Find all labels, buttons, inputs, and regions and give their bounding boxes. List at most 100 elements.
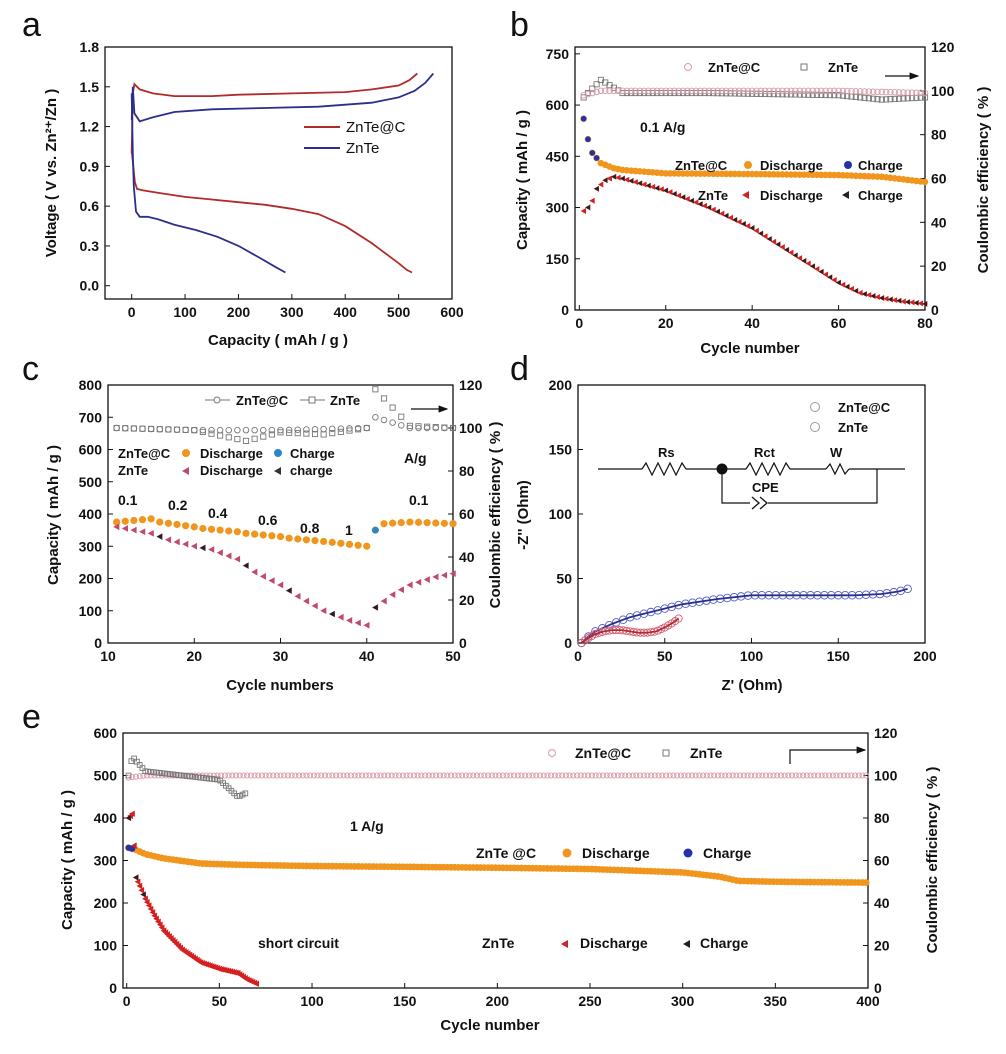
znte-discharge-point [883, 295, 889, 302]
x-tick-label: 20 [186, 648, 202, 664]
legend-marker-discharge-znte-c [744, 161, 752, 169]
y-tick-label: 0 [94, 635, 102, 651]
znte-charge-point [775, 241, 781, 247]
znte-ce-point [874, 96, 881, 103]
panel-c-frame [107, 384, 454, 644]
znte-discharge-point [134, 878, 141, 885]
panel-e-ce-arrow [789, 746, 867, 764]
znte-c-ce-point [139, 425, 146, 432]
x-tick-label: 50 [445, 648, 461, 664]
znte-c-ce-point [536, 772, 544, 779]
x-tick-label: 50 [657, 648, 673, 664]
znte-discharge-point [253, 980, 259, 987]
znte-c-discharge-point [113, 518, 121, 526]
panel-c-xlabel: Cycle numbers [226, 677, 334, 694]
znte-ce-point [921, 94, 929, 101]
znte-c-ce-point [398, 422, 405, 429]
y-tick-label: 600 [546, 97, 570, 113]
znte-c-discharge-point [363, 542, 371, 550]
panel-c-rate-2: 0.2 [168, 497, 188, 513]
znte-c-discharge-point [182, 522, 190, 530]
znte-c-ce-point [121, 424, 129, 432]
legend-marker-charge-znte [274, 467, 281, 475]
znte-ce-point [900, 95, 907, 102]
znte-discharge-point [397, 586, 404, 594]
znte-c-ce-point [677, 772, 684, 779]
znte-discharge-point [173, 538, 180, 546]
y-tick-label: 300 [79, 538, 103, 554]
znte-c-ce-point [809, 87, 816, 95]
znte-discharge-point [692, 199, 699, 206]
znte-charge-point [879, 295, 884, 301]
znte-charge-point [680, 194, 686, 200]
znte-c-ce-point [459, 772, 466, 779]
znte-charge-point [156, 533, 163, 540]
panel-c-rate-4: 0.6 [258, 512, 278, 528]
znte-c-ce-point [805, 87, 812, 95]
znte-c-discharge-point [440, 519, 448, 527]
x-tick-label: 100 [300, 993, 324, 1009]
znte-discharge-point [156, 921, 163, 928]
znte-c-ce-point [422, 772, 429, 779]
znte-c-discharge-point [268, 532, 276, 540]
legend-marker-discharge-znte [182, 467, 189, 475]
znte-discharge-point [113, 523, 120, 531]
znte-c-discharge-point [449, 520, 457, 528]
znte-discharge-point [597, 181, 604, 188]
x-tick-label: 400 [856, 993, 880, 1009]
znte-c-ce-point [599, 772, 607, 779]
znte-c-discharge-point [233, 528, 241, 536]
legend-ce-znte: ZnTe [828, 60, 858, 75]
y-tick-label: 150 [549, 442, 573, 458]
znte-ce-point [878, 96, 885, 103]
legend-series-znte-c: ZnTe@C [118, 446, 171, 461]
y-tick-label: 600 [79, 442, 103, 458]
znte-c-ce-point [755, 772, 762, 779]
x-tick-label: 200 [227, 304, 251, 320]
znte-c-ce-point [321, 772, 329, 779]
znte-discharge-point [311, 602, 318, 610]
circuit-label-w: W [830, 445, 843, 460]
znte-c-ce-point [766, 772, 773, 779]
znte-c-ce-point [320, 425, 327, 433]
legend-ce-znte: ZnTe [330, 393, 360, 408]
znte-c-ce-point [763, 772, 770, 779]
znte-ce-point [818, 91, 825, 98]
znte-ce-point [826, 92, 833, 99]
znte-c-ce-point [440, 772, 447, 779]
znte-c-discharge-point [147, 515, 155, 523]
znte-c-discharge-curve [130, 150, 413, 274]
znte-ce-point [329, 430, 336, 437]
znte-c-ce-point [770, 87, 778, 95]
znte-discharge-point [142, 895, 148, 902]
znte-c-ce-point [388, 772, 395, 779]
znte-c-ce-point [649, 87, 657, 95]
legend-series-znte-c: ZnTe@C [675, 158, 728, 173]
znte-discharge-point [684, 195, 690, 202]
znte-c-ce-point [607, 772, 614, 779]
znte-c-ce-point [770, 772, 777, 779]
znte-charge-point [741, 221, 746, 227]
y-tick-label: 500 [94, 768, 118, 784]
panel-b-ylabel: Capacity ( mAh / g ) [514, 110, 531, 250]
znte-c-ce-point [329, 772, 336, 779]
panel-c-y2label: Coulombic efficiency ( % ) [487, 422, 504, 609]
znte-discharge-point [136, 882, 143, 890]
znte-c-discharge-point [328, 538, 336, 546]
legend-discharge-znte: Discharge [760, 188, 823, 203]
znte-c-ce-point [733, 772, 740, 779]
znte-c-ce-point [410, 772, 418, 779]
znte-c-ce-point [848, 87, 855, 95]
legend-label-znte: ZnTe [838, 420, 868, 435]
y2-tick-label: 20 [459, 592, 475, 608]
legend-series-znte-c: ZnTe @C [476, 845, 536, 861]
legend-discharge-znte-c: Discharge [760, 158, 823, 173]
y2-tick-label: 20 [874, 938, 890, 954]
znte-discharge-point [917, 300, 924, 307]
znte-discharge-point [164, 536, 172, 544]
znte-c-ce-point [589, 89, 596, 97]
panel-c-rate-unit: A/g [404, 450, 427, 466]
znte-c-ce-point [363, 424, 371, 432]
panel-d-xlabel: Z' (Ohm) [721, 677, 782, 694]
znte-charge-point [801, 258, 807, 264]
